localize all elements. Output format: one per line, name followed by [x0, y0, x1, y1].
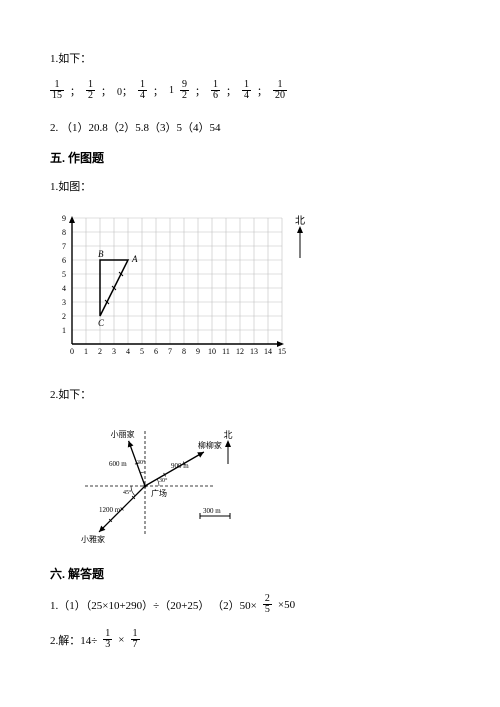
frac-2: 12	[86, 80, 95, 101]
svg-text:3: 3	[62, 298, 66, 307]
svg-text:5: 5	[62, 270, 66, 279]
svg-text:13: 13	[250, 347, 258, 356]
sep: ；	[195, 83, 205, 98]
item-1-label: 1.如下：	[50, 50, 450, 66]
svg-text:5: 5	[140, 347, 144, 356]
sep: ；	[153, 83, 163, 98]
svg-text:1: 1	[62, 326, 66, 335]
svg-text:6: 6	[62, 256, 66, 265]
q6-2-mid: ×	[118, 634, 124, 646]
q6-1: 1.（1）（25×10+290）÷（20+25） （2）50× 25 ×50	[50, 594, 450, 615]
svg-text:7: 7	[168, 347, 172, 356]
q6-1-pre: 1.（1）（25×10+290）÷（20+25） （2）50×	[50, 597, 257, 613]
svg-text:北: 北	[295, 215, 305, 227]
svg-text:45°: 45°	[123, 489, 132, 496]
svg-text:6: 6	[154, 347, 158, 356]
svg-text:7: 7	[62, 242, 66, 251]
frac-3-den: 4	[138, 91, 147, 101]
svg-text:广场: 广场	[151, 488, 167, 498]
svg-text:C: C	[98, 318, 105, 328]
frac-1-den: 15	[50, 91, 64, 101]
q6-2-pre: 2.解：14÷	[50, 632, 97, 648]
svg-text:30°: 30°	[159, 477, 168, 484]
frac-1: 115	[50, 80, 64, 101]
item-2-label: 2. （1）20.8（2）5.8（3）5（4）54	[50, 119, 450, 135]
frac-6: 14	[242, 80, 251, 101]
sep: ；	[257, 83, 267, 98]
svg-text:B: B	[98, 249, 104, 259]
svg-text:1: 1	[84, 347, 88, 356]
item-5-1-label: 1.如图：	[50, 178, 450, 194]
svg-text:8: 8	[62, 228, 66, 237]
svg-text:0: 0	[70, 347, 74, 356]
map-svg: 小丽家柳柳家小雅家 广场 600 m 900 m 1200 m 30° 30° 45° 300 …	[50, 416, 270, 546]
q6-1-fd: 5	[263, 605, 272, 615]
frac-4: 92	[180, 80, 189, 101]
frac-7-den: 20	[273, 91, 287, 101]
section-6-heading: 六. 解答题	[50, 565, 450, 582]
one: 1	[169, 85, 174, 96]
sep: ；	[70, 83, 80, 98]
svg-text:小丽家: 小丽家	[111, 429, 135, 439]
q6-2-frac2: 17	[131, 629, 140, 650]
frac-4-den: 2	[180, 91, 189, 101]
svg-text:8: 8	[182, 347, 186, 356]
svg-text:15: 15	[278, 347, 286, 356]
sep: ；	[226, 83, 236, 98]
zero: 0；	[117, 83, 132, 98]
svg-text:4: 4	[62, 284, 66, 293]
svg-text:小雅家: 小雅家	[81, 534, 105, 544]
q6-2-f2d: 7	[131, 640, 140, 650]
svg-text:30°: 30°	[137, 459, 146, 466]
svg-text:10: 10	[208, 347, 216, 356]
svg-text:A: A	[131, 254, 138, 264]
frac-6-den: 4	[242, 91, 251, 101]
grid-figure: 0123456789101112131415123456789ABC北	[50, 208, 450, 368]
q6-2-frac1: 13	[103, 629, 112, 650]
svg-text:300 m: 300 m	[203, 507, 221, 515]
svg-text:9: 9	[196, 347, 200, 356]
frac-5-den: 6	[211, 91, 220, 101]
svg-text:3: 3	[112, 347, 116, 356]
svg-text:1200 m: 1200 m	[99, 506, 121, 514]
q6-1-post: ×50	[278, 599, 295, 611]
svg-text:900 m: 900 m	[171, 462, 189, 470]
svg-text:2: 2	[62, 312, 66, 321]
svg-text:柳柳家: 柳柳家	[198, 440, 222, 450]
svg-text:9: 9	[62, 214, 66, 223]
svg-text:11: 11	[222, 347, 230, 356]
svg-text:600 m: 600 m	[109, 460, 127, 468]
frac-2-den: 2	[86, 91, 95, 101]
map-figure: 小丽家柳柳家小雅家 广场 600 m 900 m 1200 m 30° 30° 45° 300 …	[50, 416, 450, 549]
frac-7: 120	[273, 80, 287, 101]
svg-text:北: 北	[223, 430, 232, 440]
svg-text:14: 14	[264, 347, 272, 356]
grid-svg: 0123456789101112131415123456789ABC北	[50, 208, 310, 368]
svg-text:4: 4	[126, 347, 130, 356]
svg-text:12: 12	[236, 347, 244, 356]
frac-5: 16	[211, 80, 220, 101]
q6-2: 2.解：14÷ 13 × 17	[50, 629, 450, 650]
frac-3: 14	[138, 80, 147, 101]
q6-1-frac: 25	[263, 594, 272, 615]
fraction-row: 115 ； 12 ； 0； 14 ； 1 92 ； 16 ； 14 ； 120	[50, 80, 450, 101]
sep: ；	[101, 83, 111, 98]
q6-2-f1d: 3	[103, 640, 112, 650]
section-5-heading: 五. 作图题	[50, 149, 450, 166]
item-5-2-label: 2.如下：	[50, 386, 450, 402]
svg-text:2: 2	[98, 347, 102, 356]
